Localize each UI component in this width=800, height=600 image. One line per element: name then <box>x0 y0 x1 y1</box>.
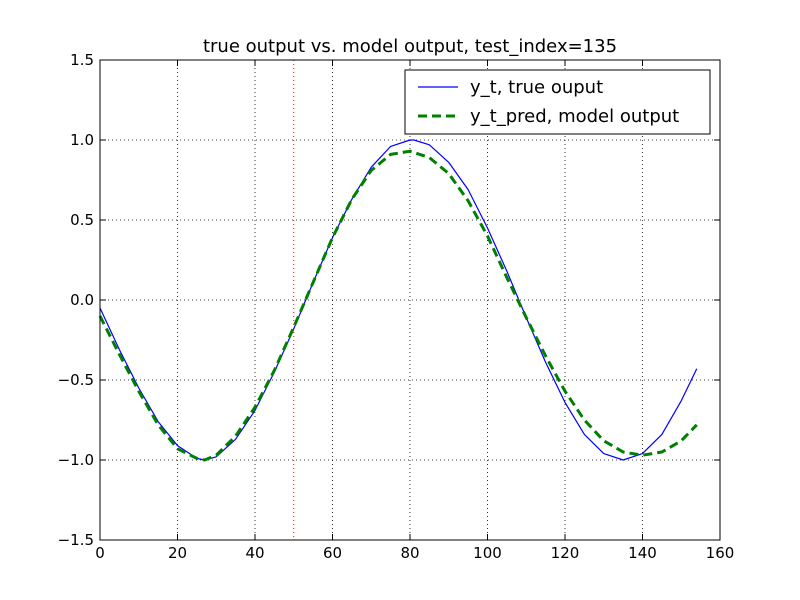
legend-box <box>404 69 711 135</box>
y-tick-label: 0.0 <box>70 291 94 309</box>
chart-title: true output vs. model output, test_index… <box>203 36 617 57</box>
y-tick-label: −0.5 <box>58 371 94 389</box>
y-tick-label: 1.0 <box>70 131 94 149</box>
grid-lines <box>100 60 720 540</box>
y-tick-label: 0.5 <box>70 211 94 229</box>
x-tick-label: 160 <box>706 544 735 562</box>
x-tick-label: 120 <box>551 544 580 562</box>
x-tick-label: 100 <box>473 544 502 562</box>
series-layer <box>98 139 698 462</box>
x-tick-label: 60 <box>323 544 342 562</box>
x-tick-label: 0 <box>95 544 105 562</box>
y-tick-label: −1.0 <box>58 451 94 469</box>
legend: y_t, true ouput y_t_pred, model output <box>404 69 711 135</box>
series-line-true-output <box>99 139 698 461</box>
axis-ticks: 0 20 40 60 80 100 120 140 160 −1.5 −1.0 −0.5 0.0 0.5 1… <box>58 51 735 562</box>
y-tick-label: 1.5 <box>70 51 94 69</box>
x-tick-label: 40 <box>245 544 264 562</box>
x-tick-label: 80 <box>400 544 419 562</box>
legend-label-true-output: y_t, true ouput <box>470 77 603 98</box>
series-line-model-output <box>98 149 698 462</box>
x-tick-label: 140 <box>628 544 657 562</box>
x-tick-label: 20 <box>168 544 187 562</box>
y-tick-label: −1.5 <box>58 531 94 549</box>
legend-label-model-output: y_t_pred, model output <box>470 106 679 127</box>
